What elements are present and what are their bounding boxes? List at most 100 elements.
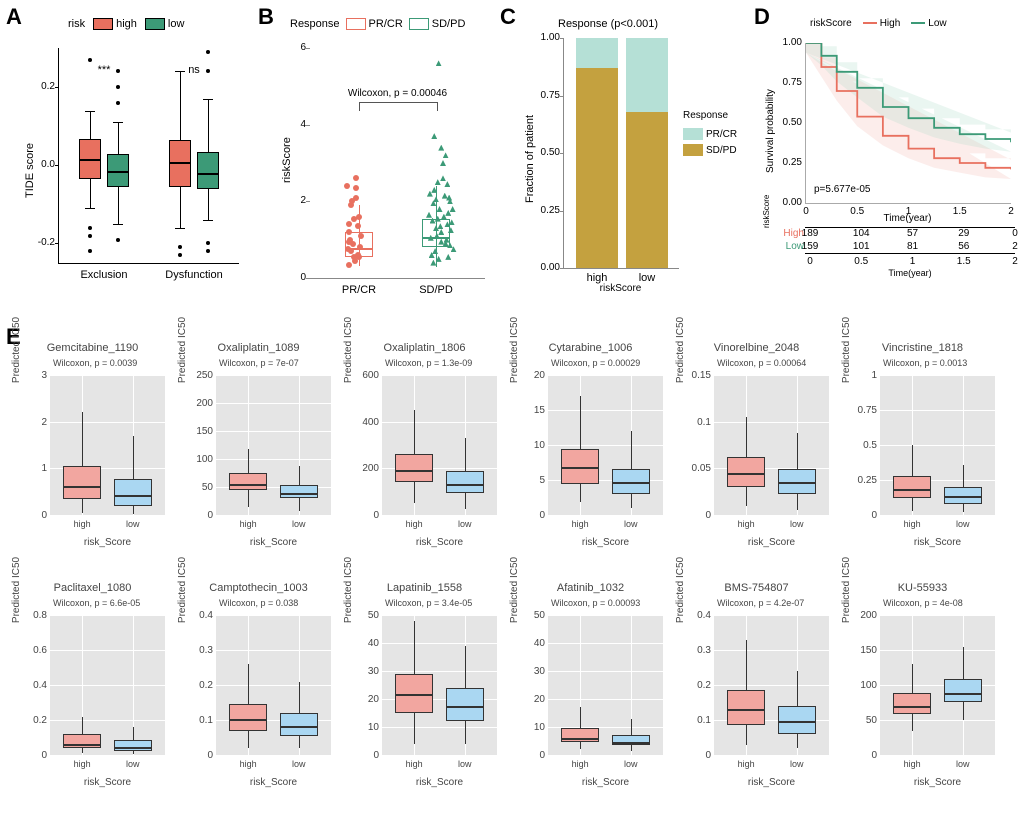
panel-a-ylabel: TIDE score [24, 143, 36, 198]
scatter-point [426, 212, 432, 218]
small-ytick: 0.4 [19, 680, 47, 691]
legend-low-d: Low [908, 18, 946, 29]
scatter-point [346, 262, 352, 268]
small-xtick: high [394, 759, 434, 769]
small-ytick: 0.2 [683, 680, 711, 691]
small-xtick: high [560, 759, 600, 769]
small-ylabel: Predicted IC50 [11, 300, 22, 400]
small-ytick: 20 [517, 370, 545, 381]
panel-b-ylabel: riskScore [281, 137, 293, 183]
small-xtick: low [279, 759, 319, 769]
small-box [280, 713, 318, 736]
panel-d-pvalue: p=5.677e-05 [814, 184, 870, 195]
small-xlabel: risk_Score [548, 777, 663, 788]
small-ytick: 20 [351, 694, 379, 705]
small-ylabel: Predicted IC50 [509, 540, 520, 640]
small-title: Oxaliplatin_1806 [347, 342, 502, 354]
small-xtick: high [62, 519, 102, 529]
small-title: Afatinib_1032 [513, 582, 668, 594]
small-box [561, 728, 599, 742]
panel-c-bar-prcr [576, 38, 618, 68]
risk-table-cell: 57 [898, 228, 928, 239]
small-box [63, 466, 101, 499]
small-ylabel: Predicted IC50 [675, 300, 686, 400]
risk-table-cell: 81 [898, 241, 928, 252]
small-ylabel: Predicted IC50 [675, 540, 686, 640]
small-ytick: 50 [351, 610, 379, 621]
small-xtick: low [611, 759, 651, 769]
small-ytick: 0.1 [185, 715, 213, 726]
small-ytick: 0 [683, 510, 711, 521]
small-ytick: 20 [517, 694, 545, 705]
small-xtick: low [943, 759, 983, 769]
scatter-point [443, 152, 449, 158]
small-box [114, 479, 152, 506]
small-ytick: 0 [849, 750, 877, 761]
panel-b-xlabel: SD/PD [411, 284, 461, 296]
panel-b-box [345, 232, 373, 257]
ytick: 0.00 [530, 262, 560, 273]
small-box [446, 471, 484, 493]
legend-sdpd: SD/PD [409, 18, 466, 30]
small-title: BMS-754807 [679, 582, 834, 594]
small-ytick: 50 [185, 482, 213, 493]
small-ytick: 0.25 [849, 475, 877, 486]
small-annotation: Wilcoxon, p = 0.0013 [883, 358, 998, 368]
figure-root: A risk high low TIDE score -0.20.00.2Exc… [0, 0, 1020, 833]
small-box [114, 740, 152, 751]
panel-b: Response PR/CR SD/PD riskScore 0246PR/CR… [275, 18, 490, 308]
small-xlabel: risk_Score [382, 537, 497, 548]
small-box [63, 734, 101, 748]
small-ytick: 10 [517, 722, 545, 733]
small-xtick: low [445, 759, 485, 769]
small-ytick: 400 [351, 417, 379, 428]
panel-a-xlabel: Dysfunction [159, 269, 229, 281]
ytick: 0.2 [25, 81, 55, 92]
small-plot: 050100150200250highlow [216, 375, 331, 515]
ytick: 0.50 [530, 147, 560, 158]
panel-label-c: C [500, 4, 516, 30]
panel-d: riskScore High Low Survival probability … [755, 18, 1015, 318]
ytick: 2 [286, 195, 306, 206]
panel-c-xlabel: riskScore [563, 283, 678, 294]
panel-e-small: Afatinib_1032Wilcoxon, p = 0.00093Predic… [513, 580, 668, 790]
small-xtick: low [943, 519, 983, 529]
small-xtick: low [777, 759, 817, 769]
small-ytick: 0 [683, 750, 711, 761]
small-ytick: 0.5 [849, 440, 877, 451]
small-box [893, 693, 931, 714]
risk-table-time: 1.5 [949, 256, 979, 267]
ytick: 0.25 [530, 205, 560, 216]
small-ytick: 600 [351, 370, 379, 381]
small-plot: 00.20.40.60.8highlow [50, 615, 165, 755]
small-annotation: Wilcoxon, p = 1.3e-09 [385, 358, 500, 368]
scatter-point [444, 181, 450, 187]
small-box [395, 454, 433, 482]
small-ytick: 200 [849, 610, 877, 621]
small-ytick: 10 [517, 440, 545, 451]
small-ylabel: Predicted IC50 [841, 540, 852, 640]
panel-c: Response (p<0.001) Fraction of patient 0… [518, 18, 758, 308]
small-ytick: 0 [185, 750, 213, 761]
small-title: KU-55933 [845, 582, 1000, 594]
small-ytick: 2 [19, 417, 47, 428]
small-annotation: Wilcoxon, p = 0.0039 [53, 358, 168, 368]
small-ytick: 0.4 [185, 610, 213, 621]
small-annotation: Wilcoxon, p = 7e-07 [219, 358, 334, 368]
scatter-point [346, 221, 352, 227]
risk-table-cell: 2 [1000, 241, 1020, 252]
panel-a-legend: risk high low [68, 18, 184, 30]
panel-a-sig: *** [89, 64, 119, 76]
small-xlabel: risk_Score [216, 777, 331, 788]
small-ytick: 0.1 [683, 417, 711, 428]
panel-c-ylabel: Fraction of patient [524, 115, 536, 203]
small-title: Vincristine_1818 [845, 342, 1000, 354]
small-ytick: 0.1 [683, 715, 711, 726]
small-ytick: 0.2 [185, 680, 213, 691]
small-title: Paclitaxel_1080 [15, 582, 170, 594]
legend-prcr-c: PR/CR [683, 127, 737, 143]
small-ytick: 200 [185, 398, 213, 409]
panel-d-plot: 0.000.250.500.751.0000.511.52p=5.677e-05 [805, 43, 1011, 204]
small-ytick: 250 [185, 370, 213, 381]
small-box [395, 674, 433, 713]
